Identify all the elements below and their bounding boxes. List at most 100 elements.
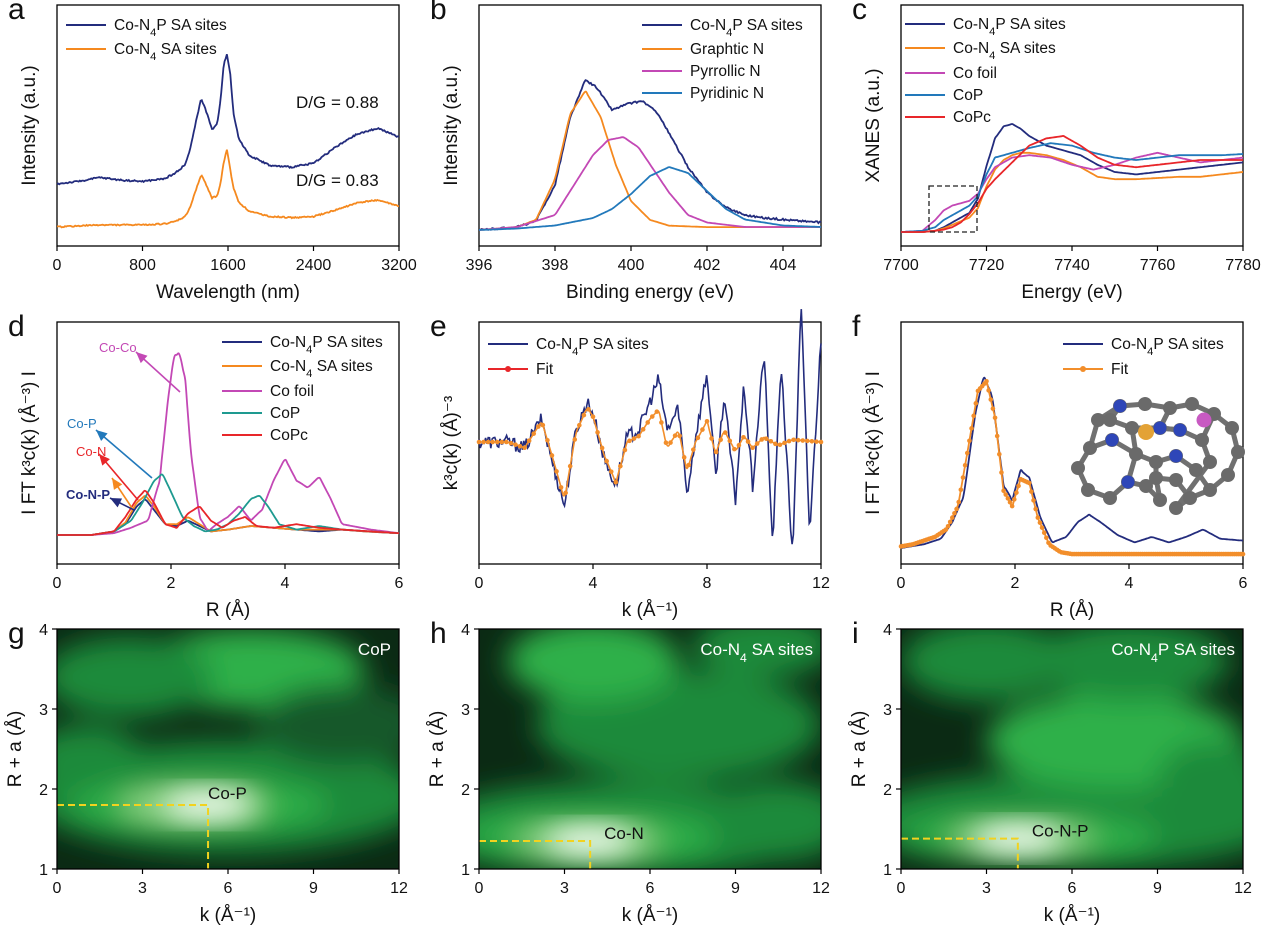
fit-marker [513,442,518,447]
x-tick-label: 12 [1234,880,1252,897]
legend-label: CoPc [953,109,991,126]
x-tick-label: 0 [475,575,484,592]
y-tick-label: 4 [883,622,892,639]
series-line-co-foil [900,151,1244,233]
panel-letter-a: a [8,0,25,26]
fit-marker [962,462,968,468]
fit-marker [517,443,523,449]
x-tick-label: 398 [542,257,569,274]
x-tick-label: 2 [1011,575,1020,592]
fit-marker [768,438,774,444]
legend-label: Co-N4P SA sites [114,17,227,39]
heatmap-title: CoP [358,640,391,659]
panel-letter-b: b [430,0,447,26]
panel-letter-e: e [430,310,447,343]
legend-label: CoP [953,87,983,104]
peak-guide-line [901,837,1019,869]
peak-guide-line [57,804,210,869]
fit-marker [954,506,959,512]
molecule-atom-c [1083,441,1097,455]
peak-annotation: Co-N-P [1032,822,1089,841]
annotation-co-p: Co-P [67,416,97,431]
series-line-pyrrollic-n [478,136,821,231]
fit-marker [958,487,964,493]
x-tick-label: 6 [224,880,233,897]
fit-marker [990,406,996,411]
y-tick-label: 1 [883,862,892,879]
axes-frame-a [56,4,400,247]
fit-marker [943,527,949,532]
molecule-atom-c [1231,445,1245,459]
fit-marker [545,437,550,443]
heatmap-blob [507,629,679,701]
fit-marker [613,479,619,485]
y-tick-label: 1 [39,862,48,879]
legend-label: Co foil [953,65,997,82]
fit-marker [494,439,500,445]
x-tick-label: 0 [53,575,62,592]
fit-marker [700,427,705,432]
fit-marker [1014,490,1019,495]
x-tick-label: 0 [475,880,484,897]
fit-marker [759,437,765,442]
molecule-atom-c [1129,447,1143,461]
fit-marker [988,397,994,402]
x-tick-label: 6 [395,575,404,592]
molecule-atom-p [1196,412,1212,428]
plot-area-e [476,309,824,545]
x-tick-label: 0 [897,575,906,592]
x-tick-label: 9 [731,880,740,897]
fit-marker [1044,535,1049,541]
fit-marker [668,440,673,445]
y-tick-label: 1 [461,862,470,879]
fit-marker [677,433,682,439]
x-tick-label: 7700 [883,257,919,274]
annotation-dg-1: D/G = 0.88 [296,93,379,112]
y-tick-label: 4 [39,622,48,639]
x-axis-label: Wavelength (nm) [156,282,300,303]
legend-label: Pyrrollic N [690,63,761,80]
x-tick-label: 9 [309,880,318,897]
legend-label: Co-N4P SA sites [536,336,649,358]
series-line-graphtic-n [478,90,821,231]
fit-marker [686,462,692,468]
heatmap-title: Co-N4 SA sites [700,640,813,665]
heatmap-blob [707,781,821,861]
legend-label: Fit [1111,361,1129,378]
x-tick-label: 400 [618,257,645,274]
legend-label: Co-N4 SA sites [953,40,1056,62]
molecule-atom-c [1169,473,1183,487]
fit-marker [709,436,714,441]
fit-marker [805,438,810,444]
plot-area-f [898,376,1246,557]
arrow-co-n4-head [112,478,123,490]
fit-marker [640,427,646,432]
heatmap-blob [1029,629,1229,701]
arrow-co-p-head [96,430,108,441]
fit-marker [814,439,819,444]
x-tick-label: 3 [138,880,147,897]
fit-marker [984,378,989,384]
arrow-co-n-head [99,454,110,466]
fit-marker [659,420,664,425]
molecule-atom-c [1203,483,1217,497]
x-tick-label: 800 [129,257,156,274]
series-line-copc [57,489,400,536]
fit-marker [608,469,614,474]
panel-letter-d: d [8,310,25,343]
fit-marker [800,438,806,443]
y-tick-label: 3 [39,702,48,719]
series-line-co-n4p-sa-sites [900,123,1244,233]
series-line-co-n4p-sa-sites [478,309,822,545]
arrow-co-p-shaft [95,429,153,479]
heatmap-peak [163,791,253,819]
molecule-atom-n [1173,423,1187,437]
fit-marker [622,447,628,453]
fit-marker [540,422,546,428]
x-tick-label: 7760 [1140,257,1176,274]
fit-marker [999,470,1004,475]
fit-marker [476,439,482,445]
x-tick-label: 4 [281,575,290,592]
fit-marker [754,441,760,446]
legend-label: Pyridinic N [690,85,764,102]
